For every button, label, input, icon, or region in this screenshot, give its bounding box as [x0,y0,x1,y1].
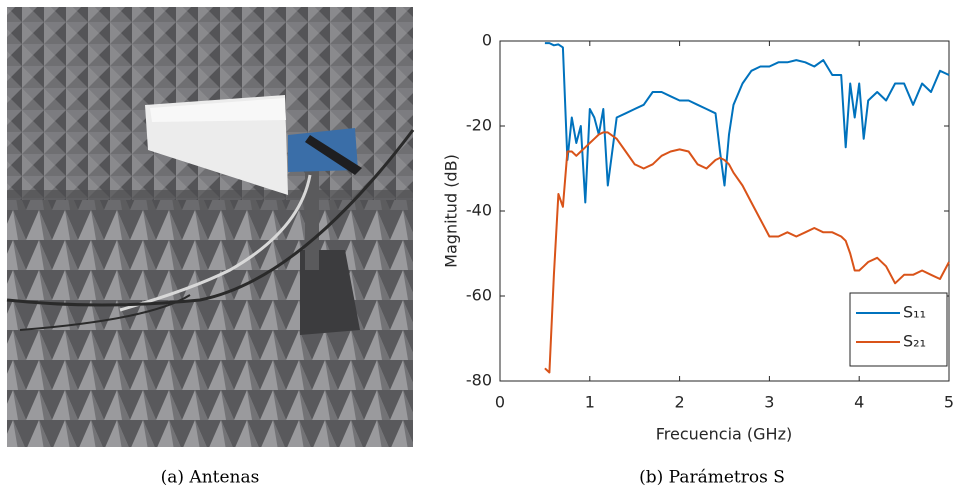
photo [6,7,415,447]
caption: (a) Antenas [161,468,260,488]
x-tick-label: 5 [944,393,954,412]
y-axis-label: Magnitud (dB) [442,154,461,268]
x-axis-label: Frecuencia (GHz) [656,425,792,444]
legend-label: S₂₁ [903,332,926,351]
x-tick-label: 3 [764,393,774,412]
y-tick-label: -20 [466,116,492,135]
legend [849,292,948,367]
x-tick-label: 2 [675,393,685,412]
y-tick-label: -60 [466,286,492,305]
y-tick-label: -80 [466,371,492,390]
y-tick-label: 0 [482,31,492,50]
caption: (b) Parámetros S [639,468,785,488]
series-line [544,42,950,204]
x-tick-label: 1 [585,393,595,412]
y-tick-label: -40 [466,201,492,220]
x-tick-label: 4 [854,393,864,412]
legend-label: S₁₁ [903,303,926,322]
x-tick-label: 0 [495,393,505,412]
series-line [544,131,950,374]
